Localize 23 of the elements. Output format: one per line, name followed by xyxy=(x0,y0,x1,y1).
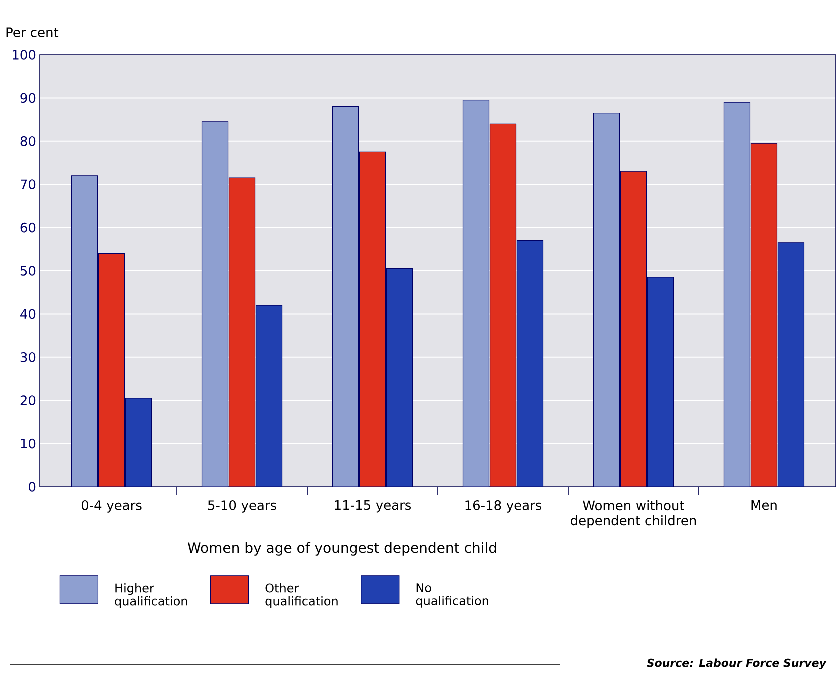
y-tick-label: 30 xyxy=(20,352,36,362)
x-axis-title: Women by age of youngest dependent child xyxy=(188,542,496,556)
x-tick-label: 11-15 years xyxy=(335,500,412,513)
legend-label: Other qualification xyxy=(266,583,338,608)
x-tick-label: 16-18 years xyxy=(466,500,542,513)
y-tick-label: 10 xyxy=(21,438,36,449)
y-axis-title: Per cent xyxy=(6,28,59,38)
y-tick-label: 70 xyxy=(21,180,36,190)
x-tick-label: Women without dependent children xyxy=(571,500,696,528)
y-tick-label: 60 xyxy=(20,222,36,233)
legend-label: Higher qualification xyxy=(115,583,188,608)
y-tick-label: 20 xyxy=(20,396,36,406)
legend-label: No qualification xyxy=(416,584,488,608)
x-tick-label: 0-4 years xyxy=(82,500,142,513)
y-tick-label: 0 xyxy=(29,482,36,492)
y-tick-label: 100 xyxy=(13,50,36,60)
y-tick-label: 80 xyxy=(20,136,36,146)
y-tick-label: 40 xyxy=(20,309,36,320)
y-tick-label: 90 xyxy=(20,93,36,104)
source-note: Source: Labour Force Survey xyxy=(647,658,827,670)
y-tick-label: 50 xyxy=(20,266,36,276)
x-tick-label: Men xyxy=(752,500,777,510)
x-tick-label: 5-10 years xyxy=(208,500,276,513)
